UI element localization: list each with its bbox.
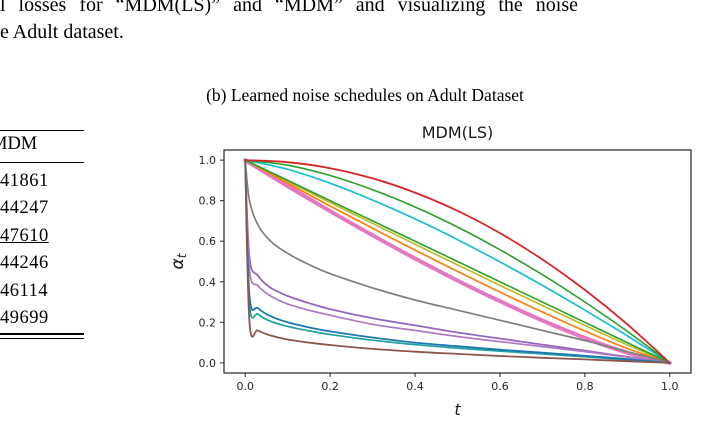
svg-text:0.8: 0.8 <box>576 380 594 393</box>
table-header-mdm: MDM <box>0 134 38 154</box>
svg-text:0.8: 0.8 <box>199 195 217 208</box>
schedule-plum <box>244 159 671 364</box>
table-rows: 41861 44247 47610 44246 46114 49699 <box>0 168 80 332</box>
svg-text:0.6: 0.6 <box>199 235 217 248</box>
schedule-blue <box>244 159 671 364</box>
schedule-gray <box>244 159 671 364</box>
paper-text-line2: e Adult dataset. <box>0 21 124 43</box>
table-cell: 49699 <box>0 307 49 328</box>
table-bottom-rule-2 <box>0 338 84 340</box>
svg-text:MDM(LS): MDM(LS) <box>422 123 493 142</box>
table-cell: 44246 <box>0 253 49 274</box>
table-cell: 44247 <box>0 198 49 219</box>
chart-canvas: 0.0 0.2 0.4 0.6 0.8 1.0 0.0 0.2 0.4 0.6 0.8 1.0 MDM(… <box>168 123 692 419</box>
schedule-olive <box>244 159 671 364</box>
svg-text:0.2: 0.2 <box>321 380 339 393</box>
svg-text:0.0: 0.0 <box>199 357 217 370</box>
svg-text:0.4: 0.4 <box>406 380 424 393</box>
schedule-green-concave <box>244 159 671 364</box>
figure-caption: (b) Learned noise schedules on Adult Dat… <box>206 85 524 105</box>
schedule-teal <box>244 159 671 364</box>
schedule-red <box>244 159 671 364</box>
results-table-fragment: MDM 41861 44247 47610 44246 46114 49699 <box>0 126 84 344</box>
noise-schedule-chart: 0.0 0.2 0.4 0.6 0.8 1.0 0.0 0.2 0.4 0.6 0.8 1.0 MDM(… <box>158 116 710 428</box>
svg-text:0.2: 0.2 <box>199 316 217 329</box>
schedule-brown <box>244 159 671 364</box>
table-mid-rule <box>0 162 84 164</box>
svg-text:0.4: 0.4 <box>199 276 217 289</box>
table-cell: 47610 <box>0 225 49 246</box>
schedule-cyan <box>244 159 671 364</box>
table-top-rule <box>0 130 84 132</box>
svg-text:0.6: 0.6 <box>491 380 509 393</box>
svg-text:t: t <box>454 400 461 419</box>
table-cell: 46114 <box>0 280 49 301</box>
table-bottom-rule-1 <box>0 333 84 335</box>
paper-text-line1: l losses for “MDM(LS)” and “MDM” and vis… <box>0 0 579 16</box>
svg-text:0.0: 0.0 <box>236 380 254 393</box>
schedule-green-linear <box>244 159 671 364</box>
schedule-purple <box>244 159 671 364</box>
table-cell: 41861 <box>0 171 49 191</box>
svg-text:1.0: 1.0 <box>199 154 217 167</box>
svg-text:αt: αt <box>168 252 189 269</box>
schedule-pink-thick <box>243 158 672 365</box>
svg-text:1.0: 1.0 <box>661 380 679 393</box>
schedule-orange <box>244 159 671 364</box>
